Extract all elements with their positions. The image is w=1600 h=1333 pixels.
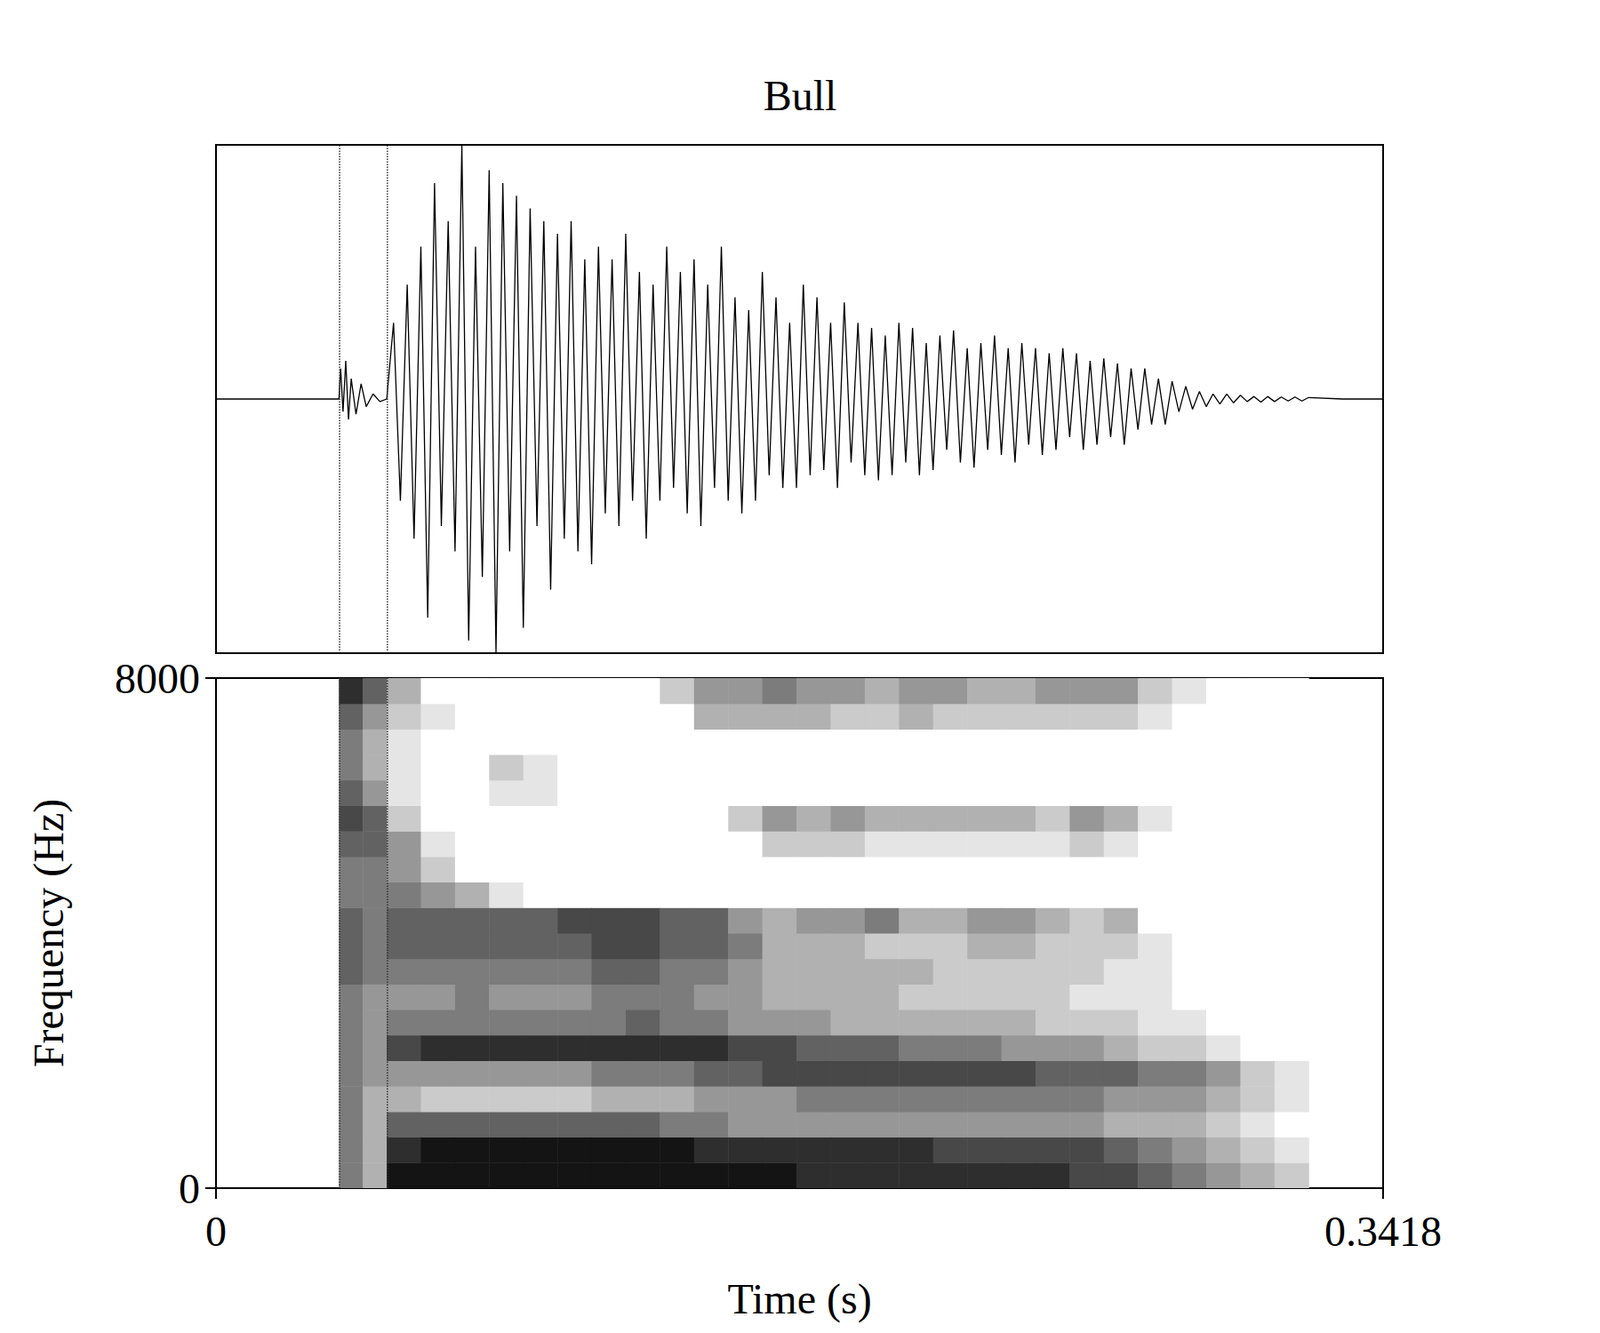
svg-text:0: 0 bbox=[205, 1208, 227, 1256]
svg-text:Frequency (Hz): Frequency (Hz) bbox=[24, 799, 73, 1069]
svg-text:Time (s): Time (s) bbox=[727, 1275, 872, 1324]
svg-text:0: 0 bbox=[178, 1165, 200, 1213]
svg-text:0.3418: 0.3418 bbox=[1324, 1208, 1442, 1256]
svg-text:8000: 8000 bbox=[114, 655, 200, 703]
svg-text:Bull: Bull bbox=[763, 72, 838, 120]
